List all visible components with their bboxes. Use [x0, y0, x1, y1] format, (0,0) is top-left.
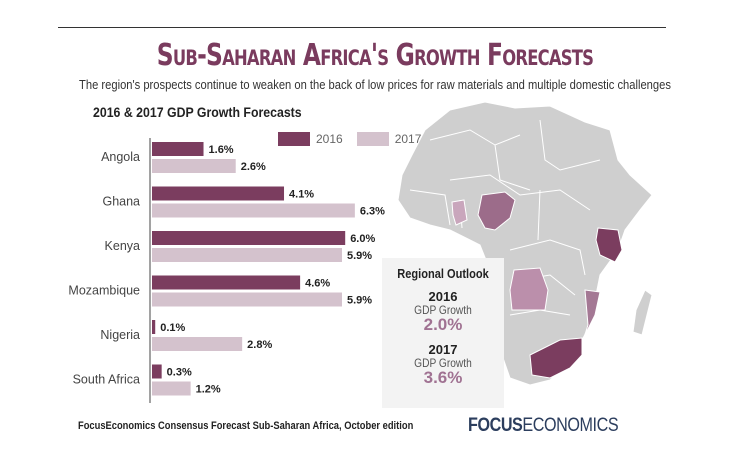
outlook-label: GDP Growth: [414, 303, 472, 317]
regional-outlook-panel: Regional Outlook 2016 GDP Growth 2.0% 20…: [382, 258, 504, 408]
outlook-value: 2.0%: [423, 315, 463, 334]
bar-2016-south-africa: [152, 364, 162, 379]
bar-2016-mozambique: [152, 275, 301, 290]
legend-item-2016: 2016: [278, 132, 343, 146]
logo-bold: FOCUS: [468, 415, 523, 436]
category-label: Mozambique: [68, 284, 140, 298]
bar-chart: Angola 1.6% 2.6% Ghana 4.1% 6.3% Kenya 6.0% 5.9%…: [68, 138, 385, 403]
legend-swatch-2017: [356, 132, 389, 146]
page-title: Sub-Saharan Africa's Growth Forecasts: [156, 38, 594, 73]
bar-2017-angola: [152, 159, 236, 173]
map-madagascar: [632, 289, 653, 336]
data-label: 1.2%: [196, 384, 221, 396]
outlook-2016: 2016 GDP Growth 2.0%: [382, 289, 504, 334]
category-label: Nigeria: [100, 328, 140, 342]
bar-2016-ghana: [152, 186, 285, 201]
outlook-year: 2016: [428, 289, 458, 304]
category-label: Kenya: [105, 239, 140, 253]
data-label: 5.9%: [347, 295, 372, 307]
regional-outlook-heading: Regional Outlook: [397, 266, 489, 281]
legend-item-2017: 2017: [356, 132, 422, 146]
data-label: 6.3%: [360, 206, 385, 218]
top-divider: [58, 27, 666, 28]
outlook-value: 3.6%: [423, 368, 463, 387]
bar-2017-nigeria: [152, 337, 243, 351]
category-label: Angola: [101, 150, 140, 164]
bar-2017-kenya: [152, 248, 342, 262]
category-label: South Africa: [73, 373, 140, 387]
page-subtitle: The region's prospects continue to weake…: [79, 77, 671, 92]
data-label: 2.6%: [241, 161, 266, 173]
bar-2017-south-africa: [152, 381, 191, 396]
bar-2017-mozambique: [152, 292, 342, 307]
data-label: 5.9%: [347, 250, 372, 262]
map-angola: [509, 267, 549, 311]
outlook-2017: 2017 GDP Growth 3.6%: [382, 342, 504, 387]
logo-rest: ECONOMICS: [522, 415, 619, 436]
africa-map: [397, 101, 653, 386]
legend-label-2017: 2017: [394, 132, 422, 146]
bar-2016-angola: [152, 142, 204, 156]
map-nigeria: [477, 191, 516, 231]
map-ghana: [451, 199, 468, 226]
category-label: Ghana: [102, 195, 140, 209]
source-note: FocusEconomics Consensus Forecast Sub-Sa…: [78, 420, 414, 432]
outlook-label: GDP Growth: [414, 356, 472, 370]
bar-2016-nigeria: [152, 320, 156, 334]
data-label: 0.1%: [160, 322, 185, 334]
data-label: 4.1%: [289, 189, 314, 201]
bar-2017-ghana: [152, 203, 355, 218]
chart-title: 2016 & 2017 GDP Growth Forecasts: [93, 104, 302, 120]
chart-legend: 2016 2017: [278, 132, 435, 146]
bar-2016-kenya: [152, 231, 346, 245]
data-label: 0.3%: [167, 367, 192, 379]
legend-swatch-2016: [278, 132, 310, 146]
data-label: 1.6%: [209, 144, 234, 156]
data-label: 6.0%: [350, 233, 375, 245]
map-south-africa: [529, 337, 583, 379]
legend-label-2016: 2016: [316, 132, 343, 146]
focuseconomics-logo: FOCUSECONOMICS: [468, 415, 619, 437]
outlook-year: 2017: [428, 342, 458, 357]
map-kenya: [595, 227, 623, 263]
data-label: 4.6%: [305, 278, 330, 290]
map-mozambique: [579, 289, 601, 351]
data-label: 2.8%: [247, 339, 272, 351]
